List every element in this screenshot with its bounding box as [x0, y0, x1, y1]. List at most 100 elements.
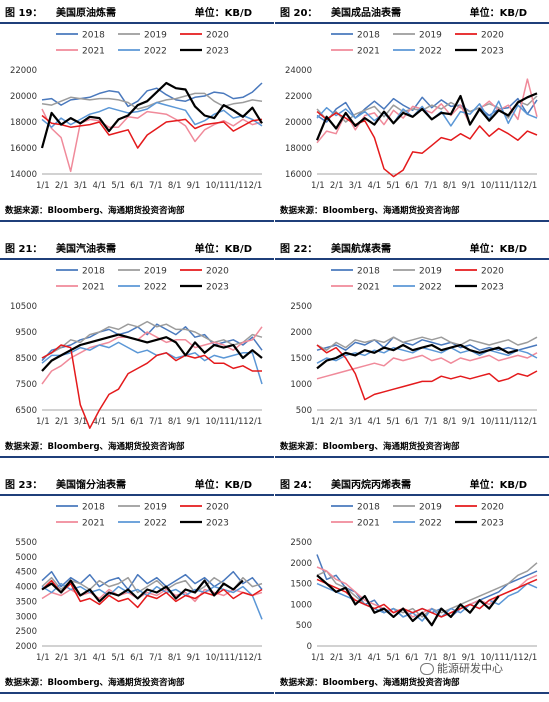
- figure-number: 图 19：: [5, 8, 43, 19]
- y-tick-label: 0: [307, 642, 312, 652]
- figure-number: 图 20：: [280, 8, 318, 19]
- series-line-2019: [316, 562, 538, 618]
- chart-panel-fig22: 图 22： 美国航煤表需 单位：KB/D 2018 2019 2020 2021 202…: [275, 236, 549, 466]
- series-line-2019: [41, 320, 263, 359]
- x-tick-label: 12/1: [518, 653, 537, 663]
- legend-label: 2022: [144, 47, 167, 57]
- x-tick-label: 3/1: [74, 653, 88, 663]
- legend-label: 2022: [144, 519, 167, 529]
- x-tick-label: 11/1: [224, 181, 243, 191]
- x-tick-label: 4/1: [93, 417, 107, 427]
- legend-label: 2019: [144, 503, 167, 513]
- x-tick-label: 10/1: [481, 181, 500, 191]
- series-line-2020: [41, 344, 262, 429]
- series-line-2023: [315, 92, 538, 141]
- panel-title-bar: 图 24： 美国丙烷丙烯表需 单位：KB/D: [275, 472, 549, 496]
- series-line-2022: [41, 341, 263, 385]
- x-tick-label: 3/1: [74, 181, 88, 191]
- chart-panel-fig19: 图 19： 美国原油炼需 单位：KB/D 2018 2019 2020 2021 202…: [0, 0, 274, 230]
- y-tick-label: 3000: [15, 612, 37, 622]
- legend-label: 2019: [419, 31, 442, 41]
- legend-label: 2020: [206, 503, 229, 513]
- panel-title-bar: 图 19： 美国原油炼需 单位：KB/D: [0, 0, 274, 24]
- legend-label: 2022: [419, 519, 442, 529]
- legend-label: 2021: [82, 519, 105, 529]
- y-tick-label: 1500: [290, 354, 312, 364]
- x-tick-label: 5/1: [111, 417, 125, 427]
- x-tick-label: 4/1: [93, 181, 107, 191]
- legend-label: 2020: [206, 31, 229, 41]
- series-line-2022: [41, 101, 263, 128]
- series-line-2022: [316, 346, 538, 364]
- x-tick-label: 9/1: [462, 653, 476, 663]
- legend-label: 2018: [357, 503, 380, 513]
- series-line-2021: [41, 108, 263, 173]
- x-tick-label: 10/1: [481, 417, 500, 427]
- x-tick-label: 1/1: [311, 181, 325, 191]
- y-tick-label: 2000: [290, 559, 312, 569]
- legend-label: 2018: [357, 31, 380, 41]
- x-tick-label: 7/1: [149, 417, 163, 427]
- x-tick-label: 7/1: [149, 181, 163, 191]
- y-tick-label: 16000: [285, 170, 312, 180]
- series-line-2019: [316, 336, 538, 351]
- unit-label: 单位：KB/D: [469, 480, 527, 491]
- x-tick-label: 5/1: [111, 653, 125, 663]
- x-tick-label: 9/1: [462, 181, 476, 191]
- x-tick-label: 7/1: [424, 181, 438, 191]
- legend-label: 2021: [357, 283, 380, 293]
- y-tick-label: 2500: [15, 627, 37, 637]
- x-tick-label: 1/1: [36, 417, 50, 427]
- y-tick-label: 4500: [15, 568, 37, 578]
- legend-label: 2023: [481, 47, 504, 57]
- x-tick-label: 9/1: [187, 417, 201, 427]
- line-chart: 2018 2019 2020 2021 2022 2023 14000 16000 18000 2…: [10, 31, 263, 191]
- data-source: 数据来源：Bloomberg、海通期货投资咨询部: [280, 442, 460, 452]
- x-tick-label: 3/1: [349, 653, 363, 663]
- x-tick-label: 2/1: [330, 181, 344, 191]
- x-tick-label: 6/1: [130, 181, 144, 191]
- divider: [275, 692, 549, 694]
- series-line-2020: [316, 111, 538, 178]
- unit-label: 单位：KB/D: [194, 8, 252, 19]
- chart-panel-fig23: 图 23： 美国馏分油表需 单位：KB/D 2018 2019 2020 2021 20…: [0, 472, 274, 702]
- x-tick-label: 7/1: [424, 417, 438, 427]
- wechat-icon: [420, 663, 434, 675]
- legend-label: 2022: [419, 283, 442, 293]
- y-tick-label: 16000: [10, 144, 37, 154]
- line-chart: 2018 2019 2020 2021 2022 2023 6500 7500 8500 9500…: [10, 267, 263, 429]
- y-tick-label: 2000: [290, 328, 312, 338]
- legend-label: 2021: [357, 519, 380, 529]
- unit-label: 单位：KB/D: [469, 244, 527, 255]
- y-tick-label: 3500: [15, 597, 37, 607]
- x-tick-label: 11/1: [499, 417, 518, 427]
- series-line-2023: [40, 81, 263, 149]
- x-tick-label: 8/1: [168, 653, 182, 663]
- y-tick-label: 9500: [15, 328, 37, 338]
- chart-title: 美国航煤表需: [331, 244, 391, 255]
- x-tick-label: 7/1: [424, 653, 438, 663]
- divider: [0, 692, 274, 694]
- x-tick-label: 3/1: [349, 417, 363, 427]
- chart-title: 美国汽油表需: [56, 244, 116, 255]
- data-source: 数据来源：Bloomberg、海通期货投资咨询部: [5, 442, 185, 452]
- legend-label: 2019: [144, 267, 167, 277]
- chart-title: 美国馏分油表需: [56, 480, 126, 491]
- data-source: 数据来源：Bloomberg、海通期货投资咨询部: [280, 206, 460, 216]
- figure-number: 图 23：: [5, 480, 43, 491]
- chart-panel-fig21: 图 21： 美国汽油表需 单位：KB/D 2018 2019 2020 2021 202…: [0, 236, 274, 466]
- divider: [0, 456, 274, 458]
- x-tick-label: 9/1: [462, 417, 476, 427]
- divider: [275, 456, 549, 458]
- y-tick-label: 6500: [15, 406, 37, 416]
- x-tick-label: 6/1: [130, 417, 144, 427]
- data-source: 数据来源：Bloomberg、海通期货投资咨询部: [5, 206, 185, 216]
- panel-title-bar: 图 21： 美国汽油表需 单位：KB/D: [0, 236, 274, 260]
- legend-label: 2021: [82, 283, 105, 293]
- legend-label: 2018: [82, 503, 105, 513]
- unit-label: 单位：KB/D: [469, 8, 527, 19]
- x-tick-label: 8/1: [443, 417, 457, 427]
- series-line-2020: [41, 579, 263, 609]
- x-tick-label: 1/1: [36, 181, 50, 191]
- series-line-2020: [316, 578, 538, 618]
